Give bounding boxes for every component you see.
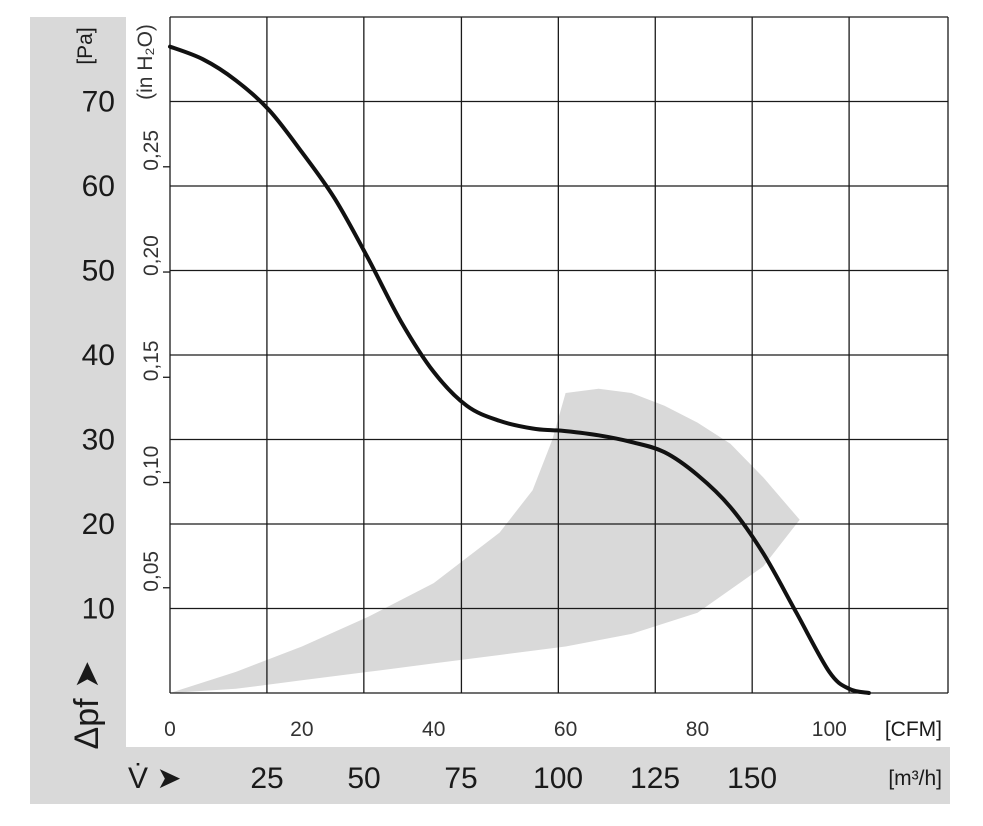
- x-tick-label: 20: [290, 718, 313, 741]
- y-secondary-tick-label: 0,20: [140, 235, 163, 276]
- series-line: [168, 44, 871, 695]
- x-secondary-tick-label: 100: [533, 762, 583, 795]
- x-axis-symbol: V̇ ➤: [128, 762, 181, 795]
- x-tick-label: 40: [422, 718, 445, 741]
- x-secondary-tick-label: 125: [630, 762, 680, 795]
- x-tick-labels: 0 20 40 60 80 100: [164, 718, 847, 741]
- x-tick-label: 0: [164, 718, 176, 741]
- x-unit-label: [CFM]: [885, 718, 942, 741]
- x-tick-label: 100: [812, 718, 847, 741]
- x-secondary-tick-label: 25: [250, 762, 283, 795]
- y-secondary-tick-label: 0,10: [140, 446, 163, 487]
- x-secondary-unit-label: [m³/h]: [888, 767, 942, 790]
- bottom-panel: [126, 747, 950, 804]
- operating-region: [170, 388, 800, 693]
- x-secondary-tick-label: 75: [444, 762, 477, 795]
- left-panel: [30, 17, 126, 804]
- y-secondary-unit-label: (in H₂O): [134, 24, 157, 100]
- y-tick-label: 20: [82, 508, 115, 541]
- x-tick-label: 80: [686, 718, 709, 741]
- y-tick-label: 10: [82, 593, 115, 626]
- y-tick-label: 40: [82, 339, 115, 372]
- y-secondary-tick-label: 0,05: [140, 551, 163, 592]
- y-unit-label: [Pa]: [74, 27, 97, 64]
- y-tick-label: 30: [82, 424, 115, 457]
- x-secondary-tick-labels: 25 50 75 100 125 150: [250, 762, 777, 795]
- y-tick-label: 50: [82, 255, 115, 288]
- y-tick-labels: 10 20 30 40 50 60 70: [82, 86, 115, 626]
- y-secondary-tick-label: 0,15: [140, 340, 163, 381]
- y-secondary-ticks: 0,05 0,10 0,15 0,20 0,25: [140, 130, 170, 592]
- x-tick-label: 60: [554, 718, 577, 741]
- y-tick-label: 70: [82, 86, 115, 119]
- x-secondary-tick-label: 50: [347, 762, 380, 795]
- x-secondary-tick-label: 150: [727, 762, 777, 795]
- y-axis-symbol: Δpf ➤: [68, 660, 106, 749]
- y-secondary-tick-label: 0,25: [140, 130, 163, 171]
- y-tick-label: 60: [82, 170, 115, 203]
- grid-lines: [169, 16, 949, 694]
